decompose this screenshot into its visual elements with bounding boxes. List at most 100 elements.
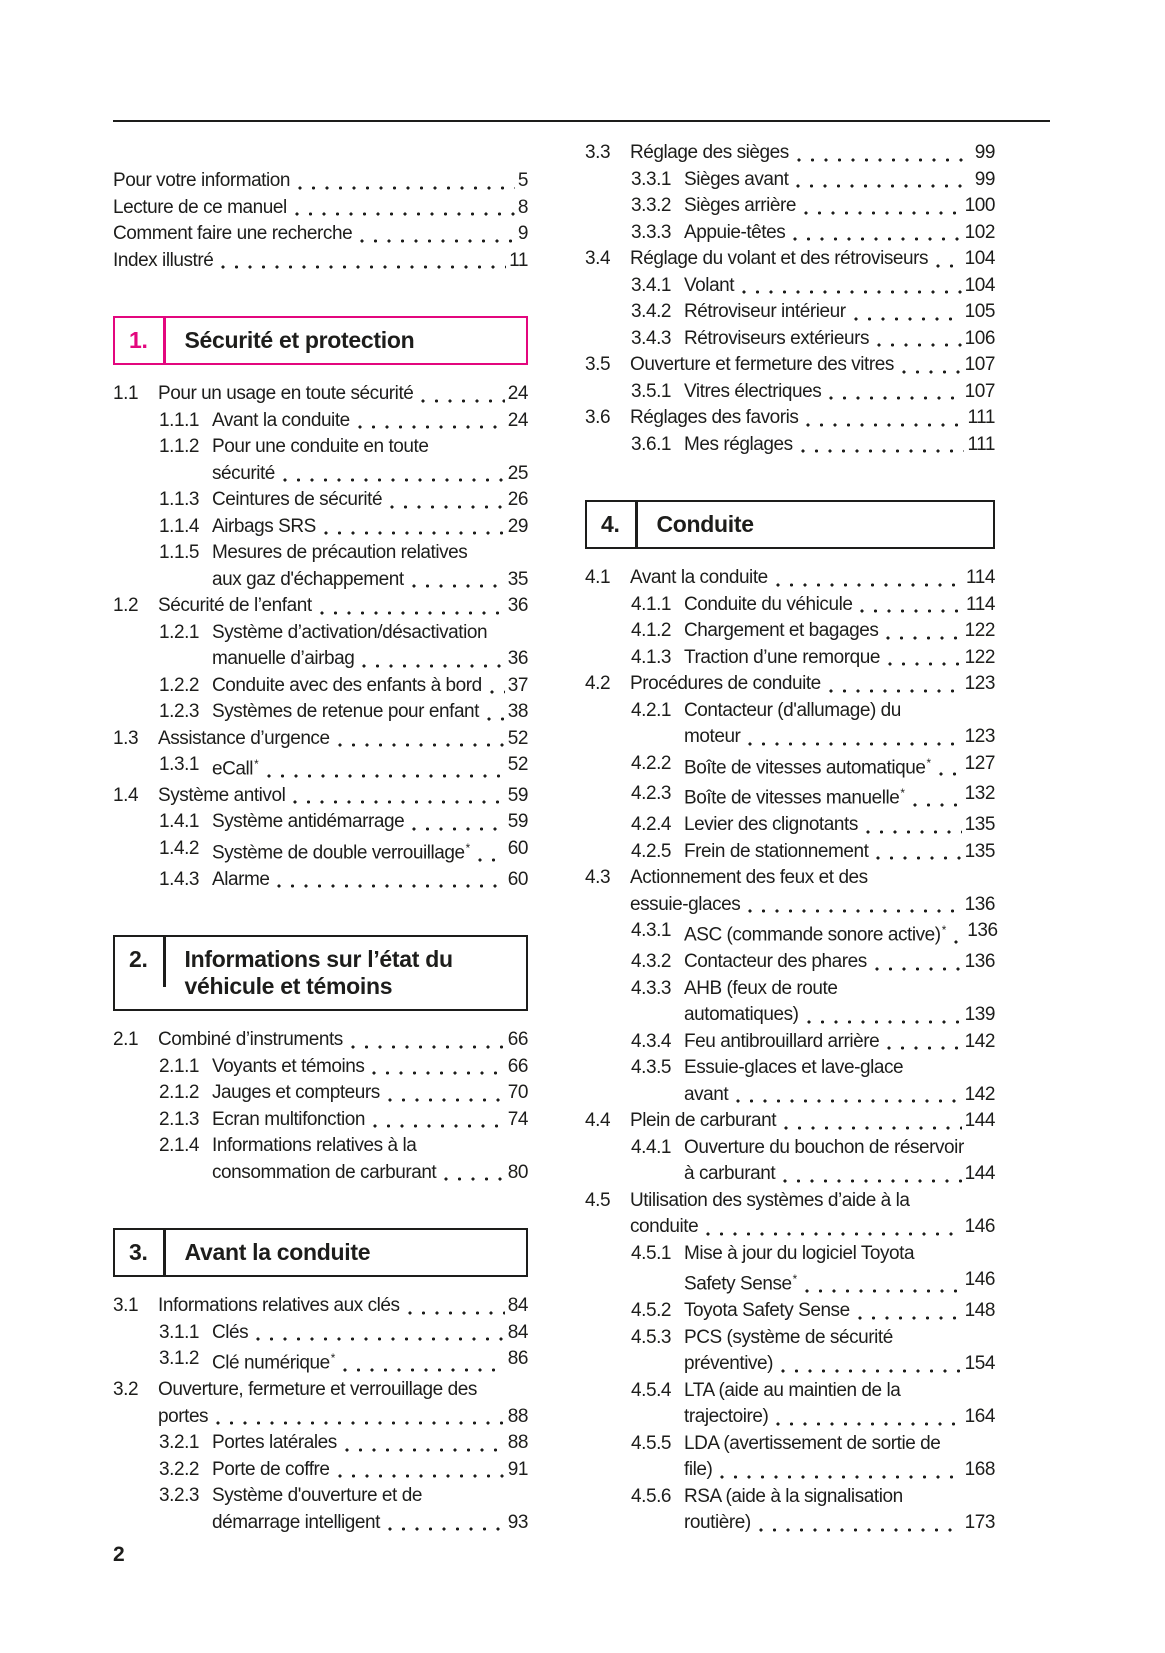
toc-entry-4-1-2[interactable]: 4.1.2 Chargement et bagages 122 — [631, 618, 995, 645]
toc-entry-1-3-1[interactable]: 1.3.1 eCall* 52 — [159, 752, 528, 783]
toc-entry-4-2-3[interactable]: 4.2.3 Boîte de vitesses manuelle* 132 — [631, 781, 995, 812]
toc-entry-4-2-4[interactable]: 4.2.4 Levier des clignotants 135 — [631, 812, 995, 839]
toc-entry-1-1-4[interactable]: 1.1.4 Airbags SRS 29 — [159, 514, 528, 541]
toc-entry-number: 3.4.3 — [631, 327, 672, 349]
toc-entry-1-4-1[interactable]: 1.4.1 Système antidémarrage 59 — [159, 809, 528, 836]
dot-leader — [344, 1447, 505, 1452]
toc-entry-1-4-3[interactable]: 1.4.3 Alarme 60 — [159, 867, 528, 894]
toc-entry-1-1-2[interactable]: 1.1.2 Pour une conduite en toute sécurité 2… — [159, 434, 528, 487]
toc-entry-1-3[interactable]: 1.3 Assistance d’urgence 52 — [113, 726, 528, 753]
dot-leader — [877, 343, 962, 347]
toc-entry-4-4[interactable]: 4.4 Plein de carburant 144 — [585, 1108, 995, 1135]
toc-entry-4-3-1[interactable]: 4.3.1 ASC (commande sonore active)* 136 — [631, 918, 998, 949]
toc-entry-4-5-1[interactable]: 4.5.1 Mise à jour du logiciel Toyota Safet… — [631, 1241, 995, 1298]
toc-entry[interactable]: Index illustré 11 — [113, 248, 528, 275]
toc-entry-line: démarrage intelligent 93 — [212, 1510, 528, 1537]
toc-entry-line: Levier des clignotants 135 — [684, 812, 995, 839]
toc-entry-1-1-1[interactable]: 1.1.1 Avant la conduite 24 — [159, 408, 528, 435]
toc-entry-1-2-2[interactable]: 1.2.2 Conduite avec des enfants à bord 37 — [159, 673, 528, 700]
toc-entry-4-2-1[interactable]: 4.2.1 Contacteur (d'allumage) du moteur 123 — [631, 698, 995, 751]
toc-entry-3-2-3[interactable]: 3.2.3 Système d'ouverture et de démarrage … — [159, 1483, 528, 1536]
toc-entry-1-1[interactable]: 1.1 Pour un usage en toute sécurité 24 — [113, 381, 528, 408]
toc-entry-3-4-1[interactable]: 3.4.1 Volant 104 — [631, 273, 995, 300]
toc-entry-3-6-1[interactable]: 3.6.1 Mes réglages 111 — [631, 432, 995, 459]
toc-entry-line: Pour votre information 5 — [113, 168, 528, 195]
toc-entry[interactable]: Comment faire une recherche 9 — [113, 221, 528, 248]
toc-entry-4-2-5[interactable]: 4.2.5 Frein de stationnement 135 — [631, 839, 995, 866]
toc-entry-2-1-1[interactable]: 2.1.1 Voyants et témoins 66 — [159, 1054, 528, 1081]
toc-entry[interactable]: Pour votre information 5 — [113, 168, 528, 195]
toc-entry-3-5[interactable]: 3.5 Ouverture et fermeture des vitres 107 — [585, 352, 995, 379]
toc-entry-line: Conduite du véhicule 114 — [684, 592, 995, 619]
toc-entry-4-5-4[interactable]: 4.5.4 LTA (aide au maintien de la trajecto… — [631, 1378, 995, 1431]
toc-entry-3-4[interactable]: 3.4 Réglage du volant et des rétroviseurs… — [585, 246, 995, 273]
toc-entry-1-1-3[interactable]: 1.1.3 Ceintures de sécurité 26 — [159, 487, 528, 514]
toc-entry-number: 4.2.1 — [631, 699, 672, 721]
toc-entry-4-3-5[interactable]: 4.3.5 Essuie-glaces et lave-glace avant 142 — [631, 1055, 995, 1108]
toc-entry-1-1-5[interactable]: 1.1.5 Mesures de précaution relatives aux … — [159, 540, 528, 593]
toc-entry-number: 4.3.4 — [631, 1030, 672, 1052]
section-header-divider — [635, 502, 638, 547]
section-header-2: 2. Informations sur l’état du véhicule et … — [113, 935, 528, 1012]
toc-entry-title: Mes réglages — [684, 433, 793, 455]
toc-entry-page: 26 — [507, 489, 529, 510]
toc-entry-4-2[interactable]: 4.2 Procédures de conduite 123 — [585, 671, 995, 698]
toc-entry-1-4[interactable]: 1.4 Système antivol 59 — [113, 783, 528, 810]
section-title: Conduite — [656, 511, 755, 537]
toc-entry-page: 102 — [964, 221, 996, 243]
section-number: 3. — [129, 1239, 148, 1266]
toc-entry-1-2[interactable]: 1.2 Sécurité de l’enfant 36 — [113, 593, 528, 620]
toc-entry-1-4-2[interactable]: 1.4.2 Système de double verrouillage* 60 — [159, 836, 528, 867]
toc-entry-title: Rétroviseurs extérieurs — [684, 327, 869, 349]
toc-entry-line: Ecran multifonction 74 — [212, 1107, 528, 1134]
toc-entry-4-5-5[interactable]: 4.5.5 LDA (avertissement de sortie de file… — [631, 1431, 995, 1484]
toc-entry-number: 4.2.4 — [631, 814, 672, 836]
toc-entry-title: consommation de carburant — [212, 1161, 437, 1183]
toc-entry-title: Réglage du volant et des rétroviseurs — [630, 248, 929, 269]
toc-entry-3-2-1[interactable]: 3.2.1 Portes latérales 88 — [159, 1430, 528, 1457]
toc-entry-4-3-3[interactable]: 4.3.3 AHB (feux de route automatiques) 139 — [631, 976, 995, 1029]
toc-entry-page: 122 — [964, 620, 996, 641]
toc-entry[interactable]: Lecture de ce manuel 8 — [113, 195, 528, 222]
toc-entry-3-1-1[interactable]: 3.1.1 Clés 84 — [159, 1320, 528, 1347]
toc-entry-page: 60 — [507, 837, 529, 859]
toc-entry-3-3-3[interactable]: 3.3.3 Appuie-têtes 102 — [631, 220, 995, 247]
toc-entry-3-6[interactable]: 3.6 Réglages des favoris 111 — [585, 405, 995, 432]
toc-entry-4-3[interactable]: 4.3 Actionnement des feux et des essuie-gl… — [585, 865, 995, 918]
toc-entry-2-1-2[interactable]: 2.1.2 Jauges et compteurs 70 — [159, 1080, 528, 1107]
toc-entry-4-1-1[interactable]: 4.1.1 Conduite du véhicule 114 — [631, 592, 995, 619]
toc-entry-3-2-2[interactable]: 3.2.2 Porte de coffre 91 — [159, 1457, 528, 1484]
toc-entry-3-3[interactable]: 3.3 Réglage des sièges 99 — [585, 140, 995, 167]
toc-entry-3-4-3[interactable]: 3.4.3 Rétroviseurs extérieurs 106 — [631, 326, 995, 353]
toc-entry-4-5-3[interactable]: 4.5.3 PCS (système de sécurité préventive)… — [631, 1325, 995, 1378]
toc-entry-1-2-1[interactable]: 1.2.1 Système d’activation/désactivation m… — [159, 620, 528, 673]
toc-entry-2-1[interactable]: 2.1 Combiné d’instruments 66 — [113, 1027, 528, 1054]
toc-entry-1-2-3[interactable]: 1.2.3 Systèmes de retenue pour enfant 38 — [159, 699, 528, 726]
toc-entry-4-1-3[interactable]: 4.1.3 Traction d’une remorque 122 — [631, 645, 995, 672]
toc-entry-3-1[interactable]: 3.1 Informations relatives aux clés 84 — [113, 1293, 528, 1320]
toc-entry-number: 1.2.2 — [159, 674, 200, 696]
toc-entry-2-1-3[interactable]: 2.1.3 Ecran multifonction 74 — [159, 1107, 528, 1134]
toc-entry-3-1-2[interactable]: 3.1.2 Clé numérique* 86 — [159, 1346, 528, 1377]
toc-entry-3-3-1[interactable]: 3.3.1 Sièges avant 99 — [631, 167, 995, 194]
toc-entry-4-5-6[interactable]: 4.5.6 RSA (aide à la signalisation routièr… — [631, 1484, 995, 1537]
toc-entry-title: Feu antibrouillard arrière — [684, 1030, 880, 1052]
toc-entry-4-3-4[interactable]: 4.3.4 Feu antibrouillard arrière 142 — [631, 1029, 995, 1056]
toc-entry-title: file) — [684, 1459, 713, 1481]
toc-entry-4-1[interactable]: 4.1 Avant la conduite 114 — [585, 565, 995, 592]
toc-entry-4-5-2[interactable]: 4.5.2 Toyota Safety Sense 148 — [631, 1298, 995, 1325]
toc-entry-4-3-2[interactable]: 4.3.2 Contacteur des phares 136 — [631, 949, 995, 976]
toc-entry-title: Informations relatives à la — [212, 1135, 417, 1157]
toc-entry-2-1-4[interactable]: 2.1.4 Informations relatives à la consomma… — [159, 1133, 528, 1186]
toc-entry-4-5[interactable]: 4.5 Utilisation des systèmes d’aide à la c… — [585, 1188, 995, 1241]
toc-entry-line: eCall* 52 — [212, 752, 528, 783]
toc-list: 4.1 Avant la conduite 114 4.1.1 Conduite du … — [585, 565, 998, 1537]
toc-entry-4-2-2[interactable]: 4.2.2 Boîte de vitesses automatique* 127 — [631, 751, 995, 782]
toc-entry-3-5-1[interactable]: 3.5.1 Vitres électriques 107 — [631, 379, 995, 406]
toc-entry-3-3-2[interactable]: 3.3.2 Sièges arrière 100 — [631, 193, 995, 220]
toc-entry-3-2[interactable]: 3.2 Ouverture, fermeture et verrouillage … — [113, 1377, 528, 1430]
toc-entry-3-4-2[interactable]: 3.4.2 Rétroviseur intérieur 105 — [631, 299, 995, 326]
toc-entry-title: démarrage intelligent — [212, 1511, 380, 1533]
toc-entry-4-4-1[interactable]: 4.4.1 Ouverture du bouchon de réservoir à … — [631, 1135, 995, 1188]
toc-entry-line: automatiques) 139 — [684, 1002, 995, 1029]
